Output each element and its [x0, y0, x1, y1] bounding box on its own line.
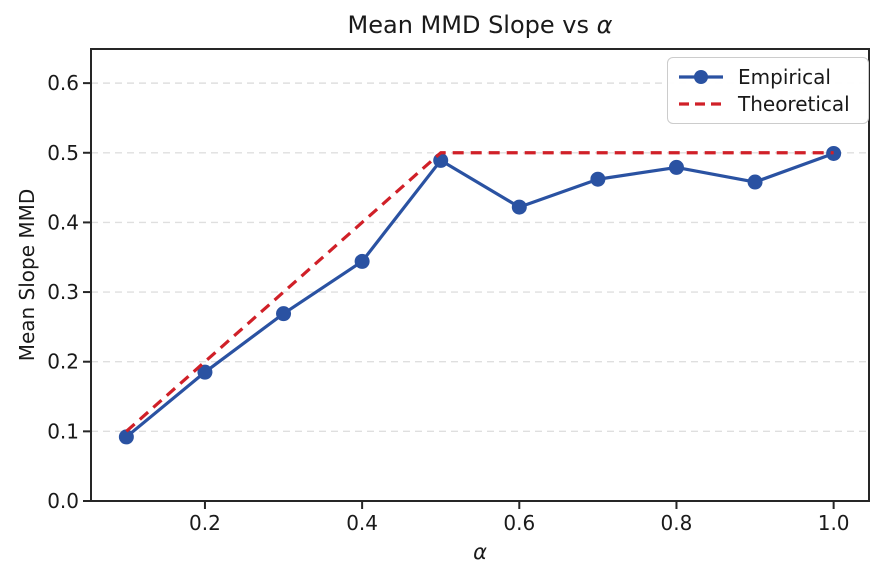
y-tick-label: 0.2	[47, 350, 79, 374]
x-tick-label: 0.4	[346, 511, 378, 535]
data-point-marker	[197, 364, 213, 380]
y-tick-label: 0.0	[47, 489, 79, 513]
data-point-marker	[354, 253, 370, 269]
legend-label-theoretical: Theoretical	[738, 91, 850, 116]
y-tick-label: 0.6	[47, 71, 79, 95]
empirical-line-swatch-icon	[679, 70, 723, 85]
y-axis-label: Mean Slope MMD	[15, 188, 39, 362]
chart-title-alpha: α	[596, 11, 613, 39]
empirical-line	[124, 151, 836, 439]
axes-frame	[90, 48, 870, 502]
chart-title: Mean MMD Slope vs α	[91, 11, 869, 39]
theoretical-line	[125, 151, 834, 433]
x-axis-label: α	[473, 540, 487, 564]
chart-title-text: Mean MMD Slope vs	[347, 11, 597, 39]
legend-item-empirical: Empirical	[677, 67, 859, 87]
x-tick-label: 0.8	[661, 511, 693, 535]
x-tick-label: 0.2	[189, 511, 221, 535]
y-tick-label: 0.5	[47, 141, 79, 165]
data-point-marker	[118, 429, 134, 445]
y-tick-label: 0.4	[47, 210, 79, 234]
data-point-marker	[747, 174, 763, 190]
legend-box: Empirical Theoretical	[667, 57, 869, 124]
x-tick-label: 1.0	[818, 511, 850, 535]
legend-item-theoretical: Theoretical	[677, 94, 859, 114]
data-point-marker	[590, 171, 606, 187]
y-tick-label: 0.1	[47, 419, 79, 443]
legend-label-empirical: Empirical	[738, 65, 831, 90]
theoretical-dashed-swatch-icon	[679, 102, 723, 106]
y-tick-label: 0.3	[47, 280, 79, 304]
x-tick-label: 0.6	[503, 511, 535, 535]
data-point-marker	[668, 159, 684, 175]
data-point-marker	[433, 152, 449, 168]
data-point-marker	[511, 199, 527, 215]
data-point-marker	[276, 306, 292, 322]
